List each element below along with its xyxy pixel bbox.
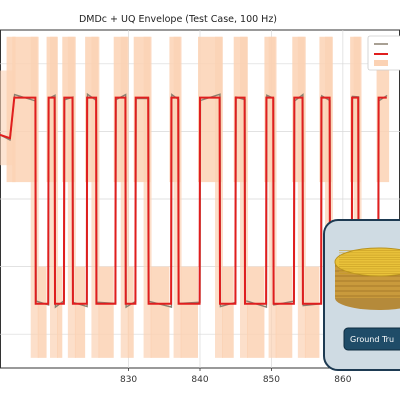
x-tick-label: 860 [334, 375, 351, 385]
uq-envelope-low [127, 266, 134, 358]
legend-swatch-envelope [374, 60, 388, 66]
uq-envelope-low [74, 266, 86, 358]
uq-envelope-low [247, 266, 265, 358]
uq-envelope-low [275, 266, 293, 358]
uq-envelope-low [57, 266, 63, 358]
uq-envelope-high [376, 36, 390, 183]
inset-image-panel: Ground Tru [323, 219, 400, 371]
ground-truth-button-label: Ground Tru [350, 335, 394, 344]
uq-envelope-low [98, 266, 114, 358]
uq-envelope-low [37, 266, 47, 358]
chart-title: DMDc + UQ Envelope (Test Case, 100 Hz) [79, 14, 277, 25]
uq-envelope-low [222, 266, 234, 358]
uq-envelope-low [180, 266, 198, 358]
uq-envelope-low [304, 266, 320, 358]
series-prediction-line [0, 96, 387, 305]
uq-envelope-low [150, 266, 170, 358]
x-tick-label: 830 [120, 375, 137, 385]
plot-area: 830 840 850 860 [0, 29, 400, 385]
uq-envelope-initial [0, 70, 14, 166]
x-tick-label: 840 [191, 375, 208, 385]
x-tick-label: 850 [263, 375, 280, 385]
ground-truth-button-bg [343, 327, 400, 351]
legend [367, 35, 400, 71]
